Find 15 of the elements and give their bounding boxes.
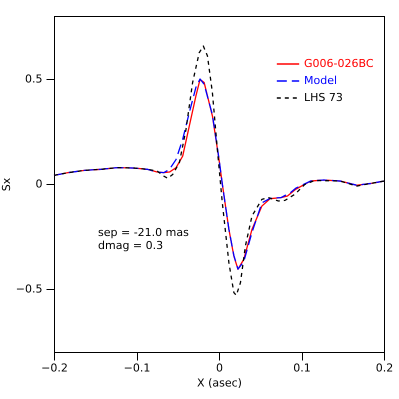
- y-tick-label: 0.5: [25, 72, 42, 86]
- legend-label: Model: [304, 74, 338, 87]
- x-tick-label: −0.2: [41, 362, 68, 374]
- y-tick-label: 0: [36, 178, 42, 190]
- x-tick-label: −0.1: [124, 362, 150, 374]
- annotation: dmag = 0.3: [98, 239, 164, 252]
- x-tick-label: 0.1: [293, 362, 311, 374]
- annotation: sep = -21.0 mas: [98, 226, 190, 239]
- x-axis-title: X (asec): [197, 376, 242, 390]
- y-tick-label: −0.5: [16, 282, 42, 296]
- y-axis-title: Sx: [0, 177, 13, 192]
- legend-label: LHS 73: [304, 91, 343, 104]
- x-tick-label: 0: [216, 362, 223, 374]
- legend-label: G006-026BC: [304, 57, 374, 70]
- x-tick-label: 0.2: [376, 362, 394, 374]
